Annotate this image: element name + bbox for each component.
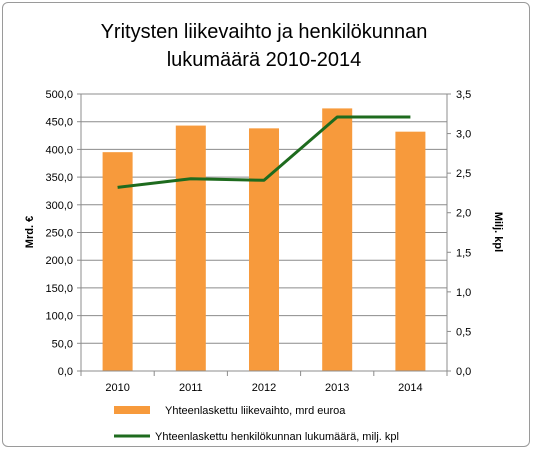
chart-title-line-2: lukumäärä 2010-2014 xyxy=(167,49,362,71)
bar xyxy=(322,108,353,372)
y-tick-label-left: 450,0 xyxy=(45,117,73,129)
x-tick-label: 2010 xyxy=(105,382,129,394)
x-tick-label: 2012 xyxy=(252,382,276,394)
legend-swatch-bar xyxy=(114,406,150,414)
x-tick-label: 2011 xyxy=(179,382,203,394)
plot-area: 0,0 50,0 100,0 150,0 200,0 250,0 300,0 350,0 400… xyxy=(45,89,471,394)
legend-label-bar: Yhteenlaskettu liikevaihto, mrd euroa xyxy=(165,405,346,417)
y-tick-label-right: 2,5 xyxy=(456,168,471,180)
y-tick-label-right: 3,0 xyxy=(456,129,471,141)
y-tick-label-left: 400,0 xyxy=(45,144,73,156)
bar xyxy=(175,125,206,371)
y-tick-label-left: 350,0 xyxy=(45,172,73,184)
chart-title-line-1: Yritysten liikevaihto ja henkilökunnan xyxy=(101,21,428,43)
legend-label-line: Yhteenlaskettu henkilökunnan lukumäärä, … xyxy=(155,431,399,443)
y-tick-label-right: 1,5 xyxy=(456,247,471,259)
y-tick-label-right: 0,5 xyxy=(456,326,471,338)
y-tick-label-left: 200,0 xyxy=(45,255,73,267)
series-line xyxy=(117,115,411,189)
y-tick-label-right: 0,0 xyxy=(456,366,471,378)
y-tick-label-right: 1,0 xyxy=(456,287,471,299)
y-axis-right-label: Milj. kpl xyxy=(492,212,504,252)
y-tick-label-right: 3,5 xyxy=(456,89,471,101)
legend: Yhteenlaskettu liikevaihto, mrd euroa Yh… xyxy=(114,405,399,443)
bar xyxy=(395,131,426,371)
y-tick-label-left: 0,0 xyxy=(58,366,73,378)
y-tick-label-left: 500,0 xyxy=(45,89,73,101)
bar xyxy=(248,128,280,371)
y-tick-label-left: 250,0 xyxy=(45,228,73,240)
y-tick-label-left: 300,0 xyxy=(45,200,73,212)
y-tick-label-right: 2,0 xyxy=(456,208,471,220)
bar xyxy=(102,152,133,371)
x-tick-label: 2014 xyxy=(398,382,422,394)
y-axis-left-label: Mrd. € xyxy=(24,216,36,248)
x-tick-label: 2013 xyxy=(325,382,349,394)
y-tick-label-left: 50,0 xyxy=(52,338,73,350)
y-tick-label-left: 150,0 xyxy=(45,283,73,295)
y-tick-label-left: 100,0 xyxy=(45,311,73,323)
